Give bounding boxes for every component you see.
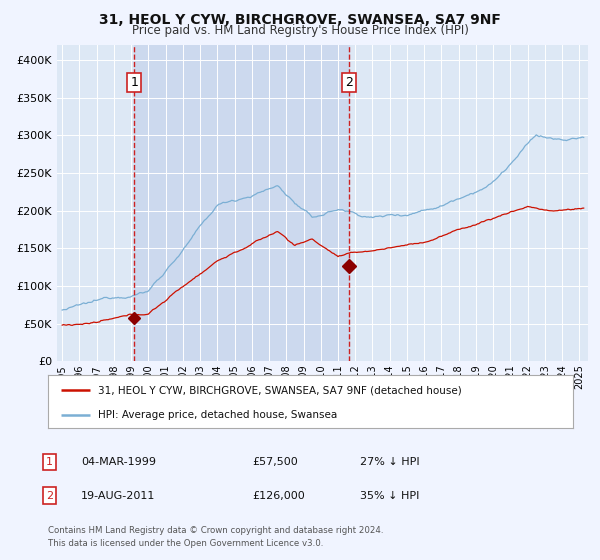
Text: 31, HEOL Y CYW, BIRCHGROVE, SWANSEA, SA7 9NF: 31, HEOL Y CYW, BIRCHGROVE, SWANSEA, SA7… [99, 13, 501, 27]
Text: 1: 1 [130, 76, 138, 89]
Text: 2: 2 [345, 76, 353, 89]
Text: 2: 2 [46, 491, 53, 501]
Text: 35% ↓ HPI: 35% ↓ HPI [360, 491, 419, 501]
Text: £57,500: £57,500 [252, 457, 298, 467]
Text: 27% ↓ HPI: 27% ↓ HPI [360, 457, 419, 467]
Text: HPI: Average price, detached house, Swansea: HPI: Average price, detached house, Swan… [98, 410, 337, 420]
Text: 1: 1 [46, 457, 53, 467]
Text: 31, HEOL Y CYW, BIRCHGROVE, SWANSEA, SA7 9NF (detached house): 31, HEOL Y CYW, BIRCHGROVE, SWANSEA, SA7… [98, 385, 461, 395]
Text: £126,000: £126,000 [252, 491, 305, 501]
Text: 19-AUG-2011: 19-AUG-2011 [81, 491, 155, 501]
Bar [134, 45, 349, 361]
Text: Price paid vs. HM Land Registry's House Price Index (HPI): Price paid vs. HM Land Registry's House … [131, 24, 469, 37]
Text: 04-MAR-1999: 04-MAR-1999 [81, 457, 156, 467]
Text: Contains HM Land Registry data © Crown copyright and database right 2024.: Contains HM Land Registry data © Crown c… [48, 526, 383, 535]
Text: This data is licensed under the Open Government Licence v3.0.: This data is licensed under the Open Gov… [48, 539, 323, 548]
